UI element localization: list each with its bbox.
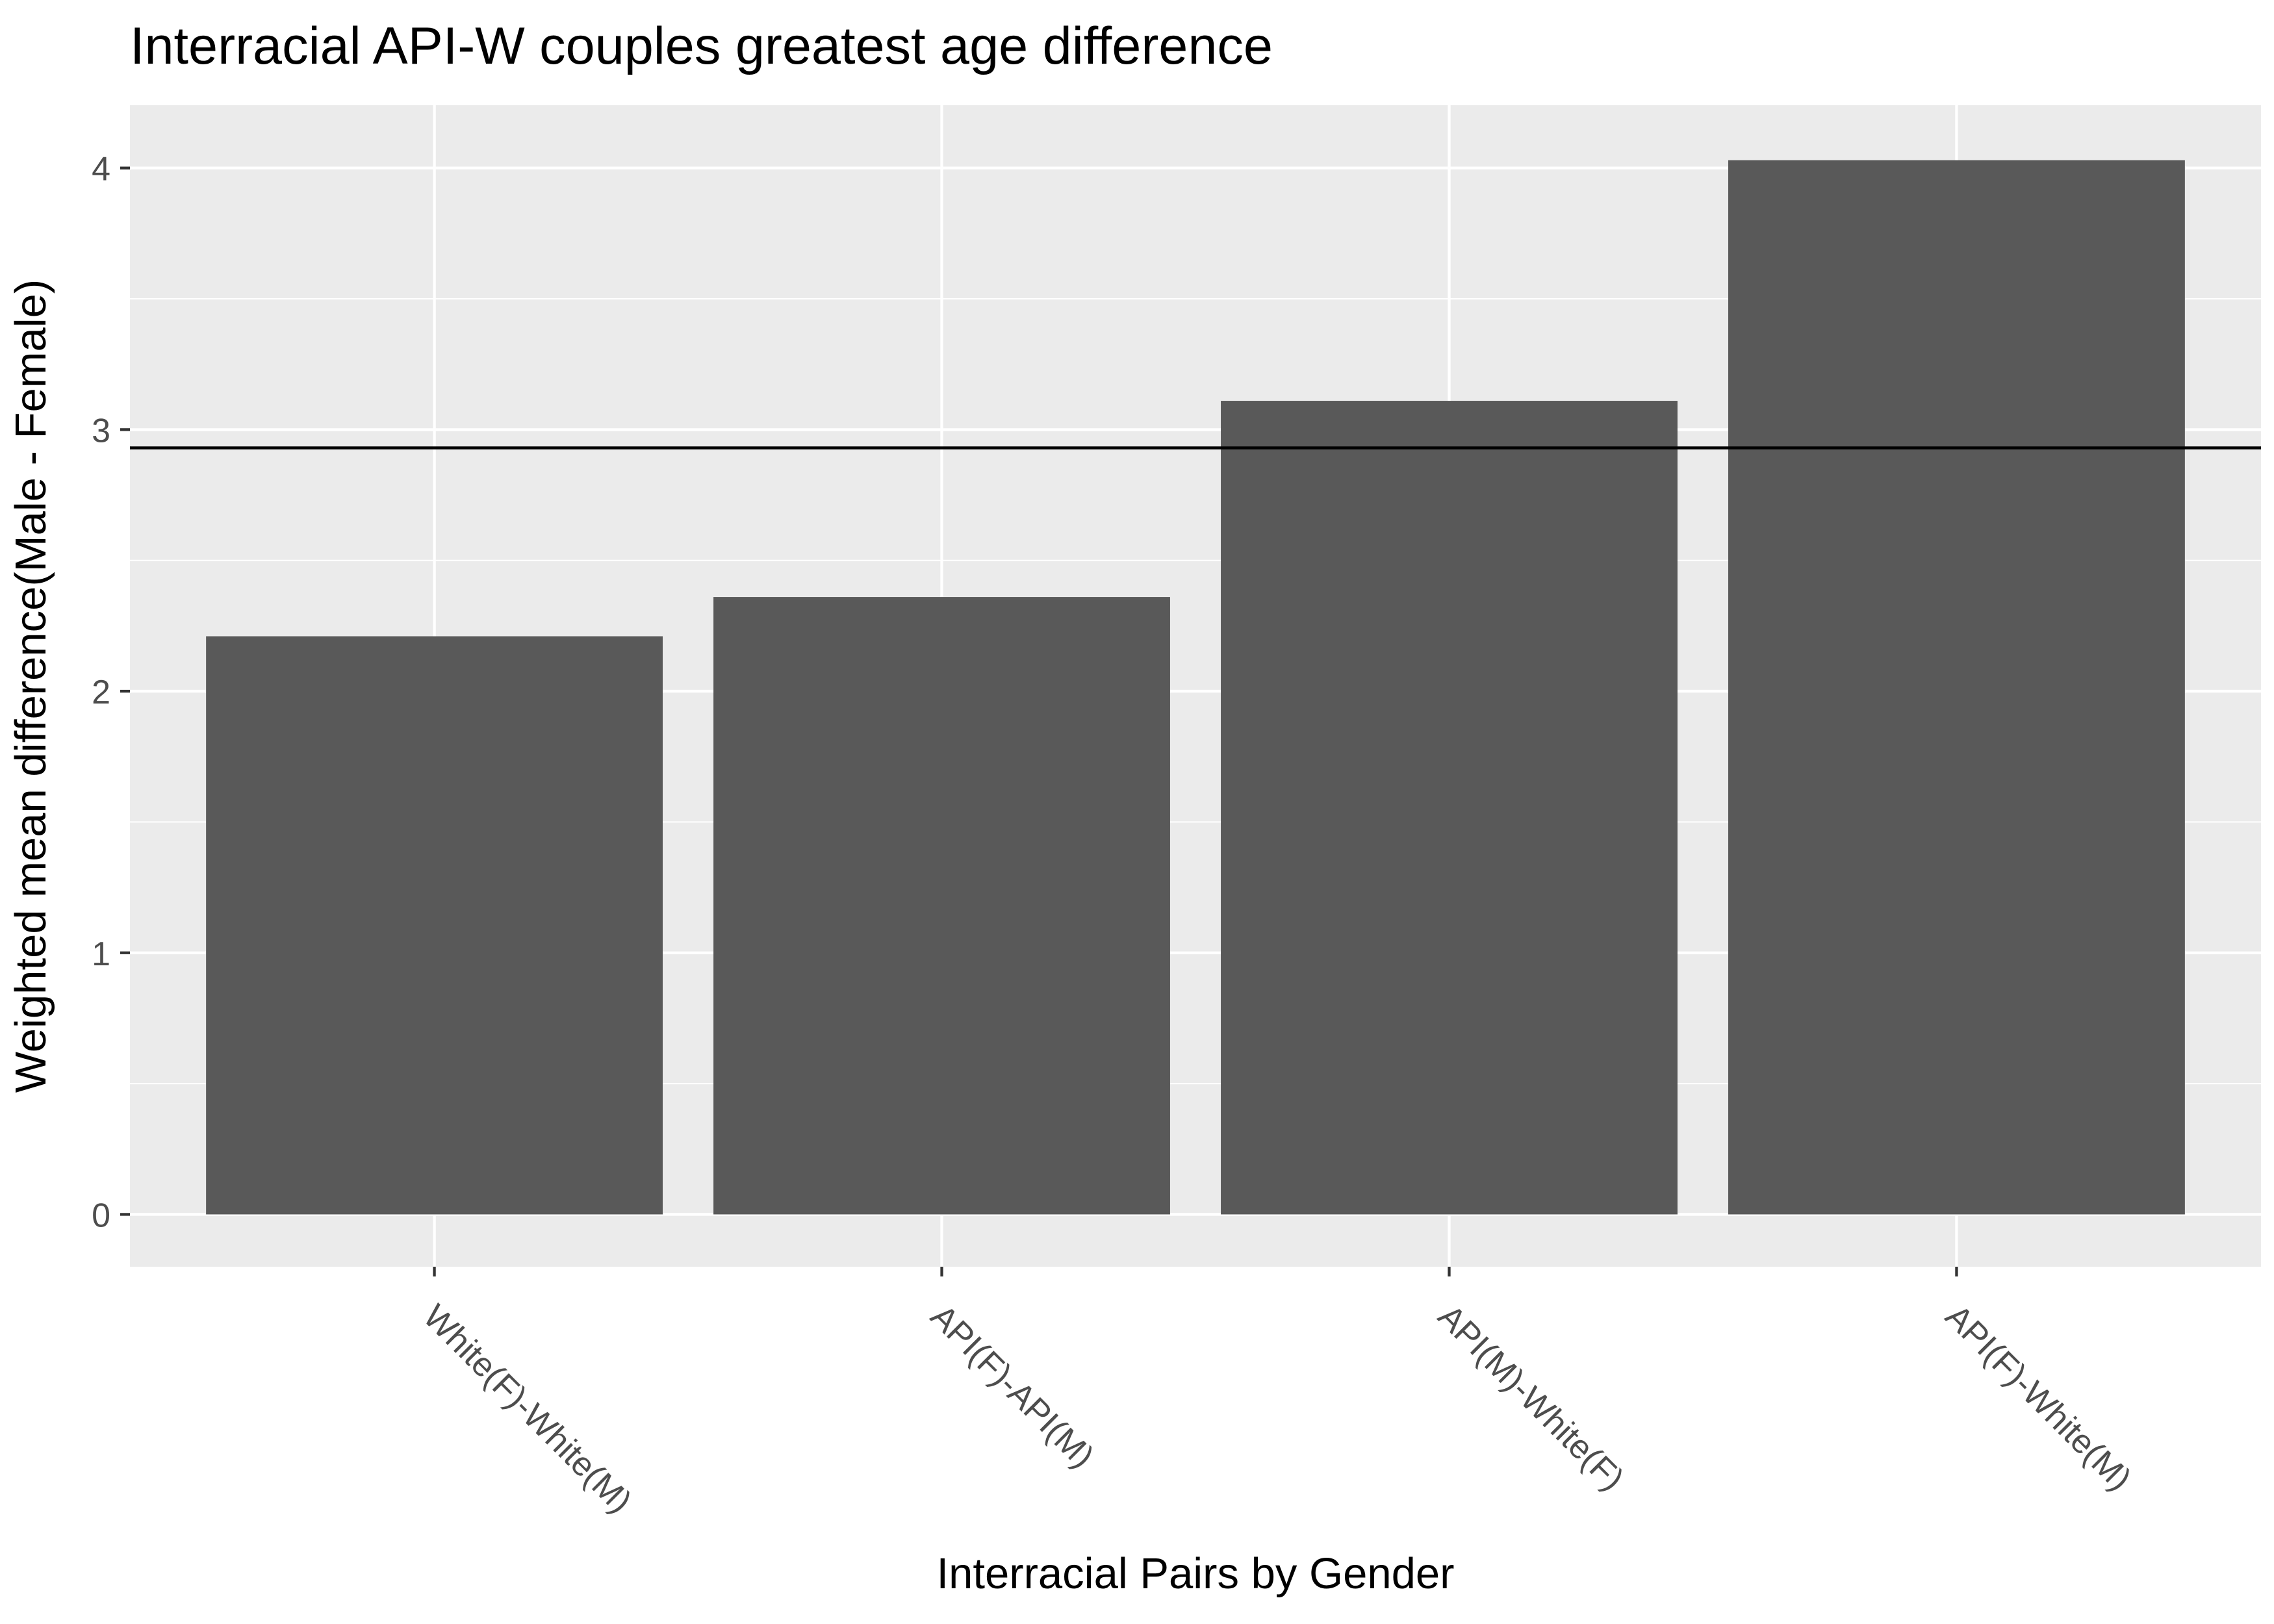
chart-title: Interracial API-W couples greatest age d… [130,17,1273,75]
y-axis-title: Weighted mean difference(Male - Female) [6,279,55,1093]
bars [206,160,2185,1215]
bar [1728,160,2185,1215]
y-tick-label: 3 [92,412,110,450]
y-tick-label: 2 [92,674,110,711]
y-tick-label: 0 [92,1197,110,1234]
y-axis: 0 1 2 3 4 [92,151,130,1234]
bar [713,597,1170,1215]
x-axis-title: Interracial Pairs by Gender [937,1549,1455,1598]
bar [1221,401,1678,1215]
y-tick-label: 4 [92,151,110,188]
bar [206,636,663,1215]
y-tick-label: 1 [92,935,110,973]
